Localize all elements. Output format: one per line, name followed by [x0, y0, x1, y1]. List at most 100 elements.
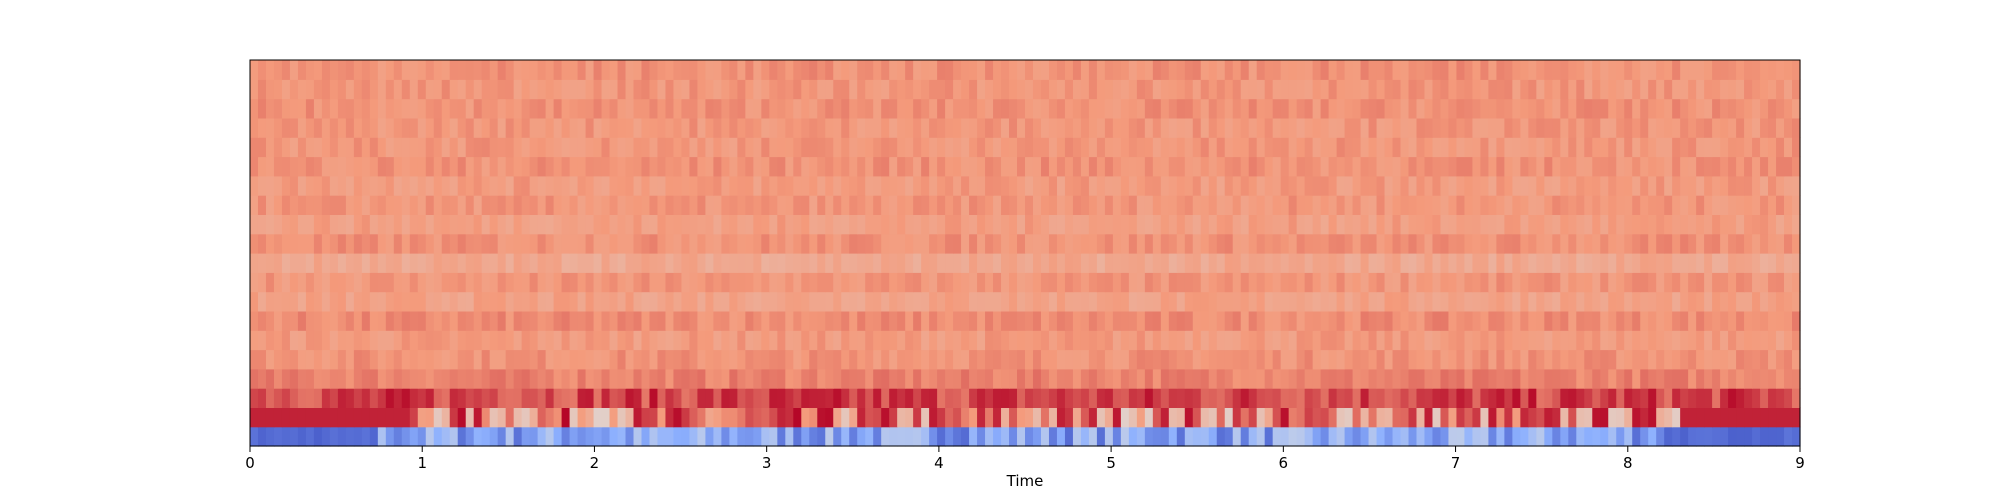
heatmap-cell — [665, 253, 675, 273]
heatmap-cell — [873, 310, 882, 331]
heatmap-cell — [665, 330, 675, 351]
heatmap-cell — [585, 98, 595, 119]
heatmap-cell — [1672, 117, 1681, 138]
heatmap-cell — [1384, 426, 1394, 447]
heatmap-cell — [449, 407, 459, 428]
heatmap-cell — [1264, 253, 1274, 273]
heatmap-cell — [1480, 368, 1489, 389]
heatmap-cell — [913, 79, 922, 100]
heatmap-cell — [993, 272, 1002, 293]
heatmap-cell — [1032, 214, 1042, 235]
heatmap-cell — [1096, 195, 1106, 215]
heatmap-cell — [945, 272, 954, 293]
heatmap-cell — [1512, 79, 1521, 100]
heatmap-cell — [681, 117, 691, 138]
heatmap-cell — [1712, 253, 1721, 273]
heatmap-cell — [617, 233, 627, 254]
heatmap-cell — [1152, 79, 1162, 100]
heatmap-cell — [250, 117, 259, 138]
heatmap-cell — [473, 407, 483, 428]
heatmap-cell — [841, 117, 850, 138]
heatmap-cell — [1368, 195, 1378, 215]
heatmap-cell — [1776, 117, 1785, 138]
heatmap-cell — [969, 253, 978, 273]
heatmap-cell — [313, 137, 323, 158]
heatmap-cell — [1760, 60, 1769, 80]
heatmap-cell — [313, 79, 323, 100]
heatmap-cell — [913, 137, 922, 158]
heatmap-cell — [1648, 195, 1657, 215]
heatmap-cell — [1184, 253, 1194, 273]
heatmap-cell — [250, 137, 259, 158]
heatmap-cell — [1264, 137, 1274, 158]
heatmap-cell — [1009, 195, 1018, 215]
heatmap-cell — [937, 368, 946, 389]
heatmap-cell — [1088, 175, 1098, 196]
heatmap-cell — [1568, 272, 1577, 293]
heatmap-cell — [385, 156, 395, 177]
heatmap-cell — [993, 175, 1002, 196]
heatmap-cell — [1144, 272, 1154, 293]
heatmap-cell — [409, 368, 419, 389]
heatmap-cell — [657, 156, 667, 177]
heatmap-cell — [897, 175, 906, 196]
heatmap-cell — [1672, 175, 1681, 196]
heatmap-cell — [1552, 349, 1561, 370]
heatmap-cell — [545, 214, 555, 235]
heatmap-cell — [873, 79, 882, 100]
heatmap-cell — [1400, 175, 1410, 196]
heatmap-cell — [1088, 214, 1098, 235]
heatmap-cell — [1648, 310, 1657, 331]
heatmap-cell — [1568, 368, 1577, 389]
heatmap-cell — [1472, 291, 1482, 312]
heatmap-cell — [329, 137, 339, 158]
heatmap-cell — [1104, 98, 1114, 119]
heatmap-cell — [1224, 195, 1234, 215]
heatmap-cell — [673, 233, 683, 254]
heatmap-cell — [489, 291, 499, 312]
heatmap-cell — [481, 60, 491, 80]
heatmap-cell — [569, 117, 579, 138]
heatmap-cell — [521, 214, 531, 235]
heatmap-cell — [1792, 137, 1801, 158]
heatmap-cell — [1104, 426, 1114, 447]
heatmap-cell — [521, 426, 531, 447]
heatmap-cell — [1360, 156, 1370, 177]
heatmap-cell — [569, 175, 579, 196]
heatmap-cell — [1240, 310, 1250, 331]
heatmap-cell — [1001, 388, 1010, 408]
heatmap-cell — [1368, 426, 1378, 447]
heatmap-cell — [497, 60, 507, 80]
heatmap-cell — [977, 156, 986, 177]
heatmap-cell — [1720, 330, 1729, 351]
heatmap-cell — [1448, 195, 1458, 215]
heatmap-cell — [1320, 117, 1330, 138]
heatmap-cell — [1009, 117, 1018, 138]
heatmap-cell — [1064, 156, 1074, 177]
heatmap-cell — [1608, 98, 1617, 119]
heatmap-cell — [345, 98, 355, 119]
heatmap-cell — [937, 407, 946, 428]
heatmap-cell — [1088, 137, 1098, 158]
heatmap-cell — [1616, 117, 1625, 138]
heatmap-cell — [1312, 407, 1322, 428]
heatmap-cell — [1488, 233, 1497, 254]
heatmap-cell — [1560, 214, 1569, 235]
heatmap-cell — [1680, 60, 1689, 80]
heatmap-cell — [633, 291, 643, 312]
heatmap-cell — [1568, 253, 1577, 273]
heatmap-cell — [1272, 291, 1282, 312]
heatmap-cell — [1128, 195, 1138, 215]
heatmap-cell — [817, 368, 826, 389]
heatmap-cell — [1784, 368, 1793, 389]
heatmap-cell — [1248, 388, 1258, 408]
heatmap-cell — [753, 426, 762, 447]
heatmap-cell — [985, 79, 994, 100]
heatmap-cell — [265, 79, 275, 100]
heatmap-cell — [673, 253, 683, 273]
heatmap-cell — [393, 137, 403, 158]
heatmap-cell — [1456, 407, 1466, 428]
heatmap-cell — [1152, 117, 1162, 138]
heatmap-cell — [1192, 60, 1202, 80]
heatmap-cell — [1048, 60, 1058, 80]
